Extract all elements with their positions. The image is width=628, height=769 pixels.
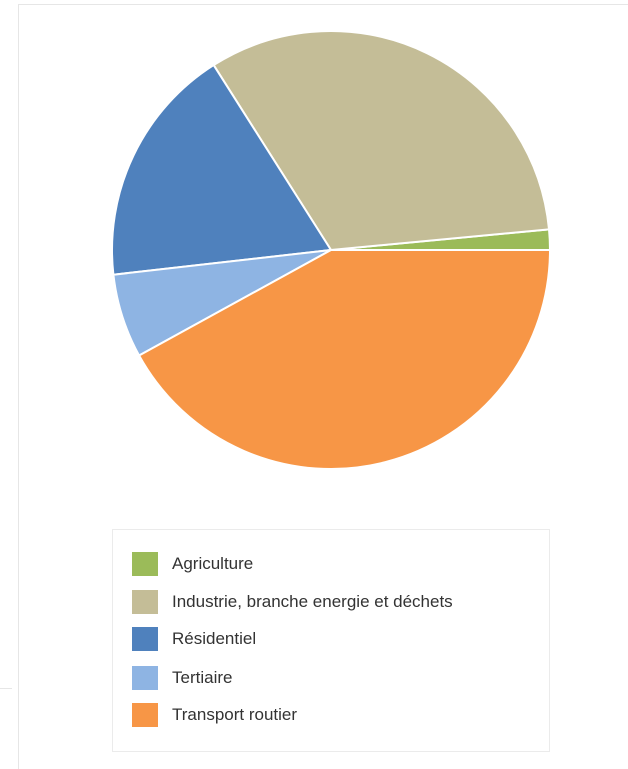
legend-label: Tertiaire [172, 668, 233, 687]
divider [0, 688, 12, 689]
legend-swatch [132, 590, 158, 614]
legend-item-residentiel[interactable]: Résidentiel [132, 627, 256, 651]
legend-item-industrie[interactable]: Industrie, branche energie et déchets [132, 590, 453, 614]
legend-item-transport-routier[interactable]: Transport routier [132, 703, 297, 727]
legend-swatch [132, 627, 158, 651]
pie-slice-r-sidentiel[interactable] [111, 64, 332, 276]
legend-swatch [132, 666, 158, 690]
pie-slice-transport-routier[interactable] [138, 249, 551, 470]
legend-swatch [132, 552, 158, 576]
legend-label: Agriculture [172, 554, 254, 573]
legend-label: Industrie, branche energie et déchets [172, 592, 453, 611]
pie-slice-industrie-branche-energie-et-d-chets[interactable] [212, 30, 551, 251]
chart-legend: Agriculture Industrie, branche energie e… [112, 529, 550, 752]
legend-swatch [132, 703, 158, 727]
legend-label: Résidentiel [172, 629, 257, 648]
legend-item-agriculture[interactable]: Agriculture [132, 552, 253, 576]
legend-label: Transport routier [172, 705, 298, 724]
chart-panel [18, 4, 628, 769]
legend-item-tertiaire[interactable]: Tertiaire [132, 666, 232, 690]
